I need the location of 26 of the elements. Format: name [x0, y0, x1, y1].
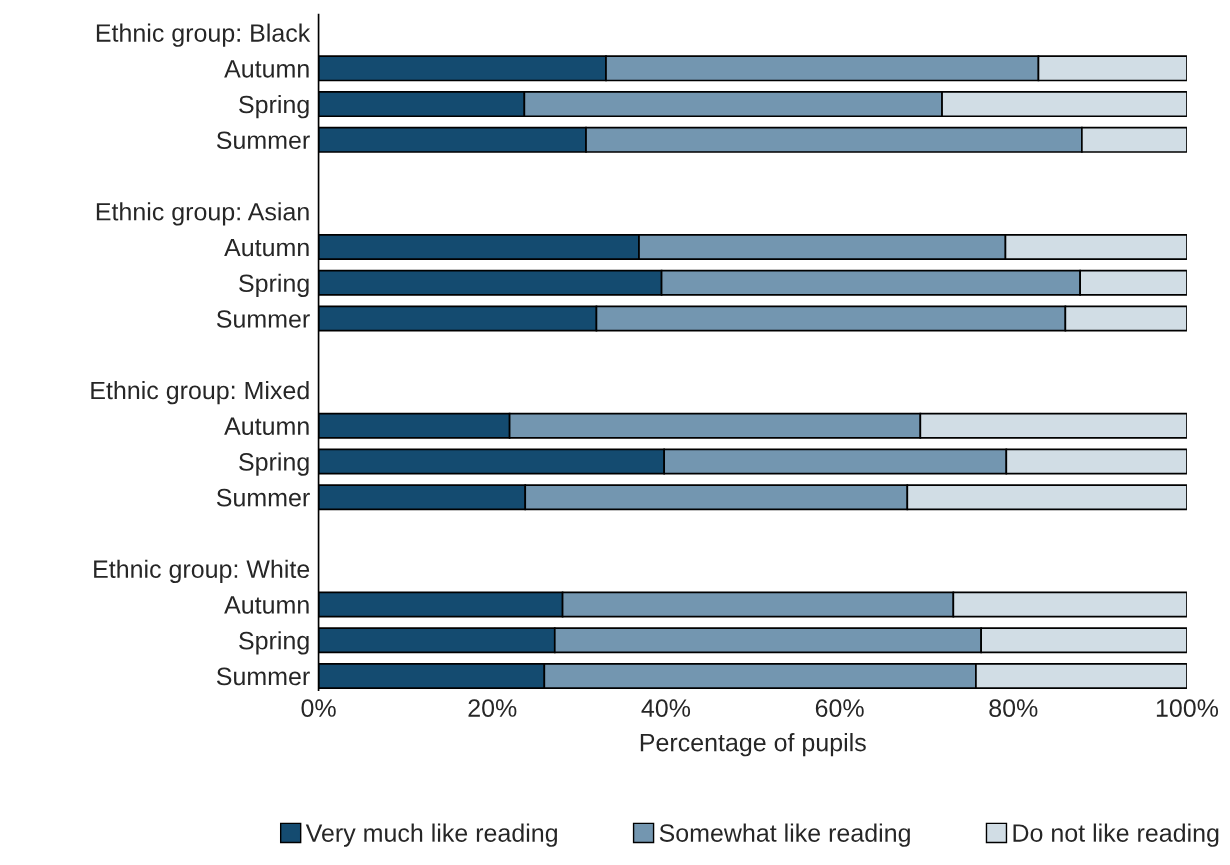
- y-tick-label: Ethnic group: Black: [96, 23, 311, 47]
- y-tick-label: Ethnic group: White: [94, 559, 310, 583]
- legend-label: Very much like reading: [305, 823, 557, 847]
- y-tick-label: Spring: [239, 95, 309, 119]
- x-axis-title: Percentage of pupils: [640, 733, 866, 757]
- x-tick-label: 60%: [815, 699, 864, 717]
- y-tick-label: Spring: [239, 452, 309, 476]
- y-tick-label: Autumn: [224, 596, 309, 614]
- x-tick-label: 20%: [468, 699, 517, 717]
- x-tick-label: 40%: [641, 699, 691, 717]
- y-tick-label: Ethnic group: Asian: [96, 202, 309, 226]
- y-tick-label: Summer: [216, 310, 310, 328]
- y-tick-label: Spring: [239, 273, 309, 298]
- y-tick-label: Autumn: [224, 417, 309, 436]
- y-tick-label: Autumn: [224, 60, 309, 78]
- x-tick-label: 0%: [301, 699, 336, 717]
- y-tick-label: Summer: [216, 131, 310, 150]
- y-tick-label: Summer: [216, 488, 310, 507]
- y-tick-label: Ethnic group: Mixed: [91, 380, 309, 405]
- x-tick-label: 100%: [1156, 699, 1219, 717]
- y-tick-label: Autumn: [224, 238, 309, 257]
- y-tick-label: Spring: [239, 631, 309, 655]
- legend-label: Somewhat like reading: [659, 823, 910, 847]
- legend-label: Do not like reading: [1013, 823, 1219, 847]
- y-tick-label: Summer: [216, 667, 310, 686]
- x-tick-label: 80%: [989, 699, 1038, 717]
